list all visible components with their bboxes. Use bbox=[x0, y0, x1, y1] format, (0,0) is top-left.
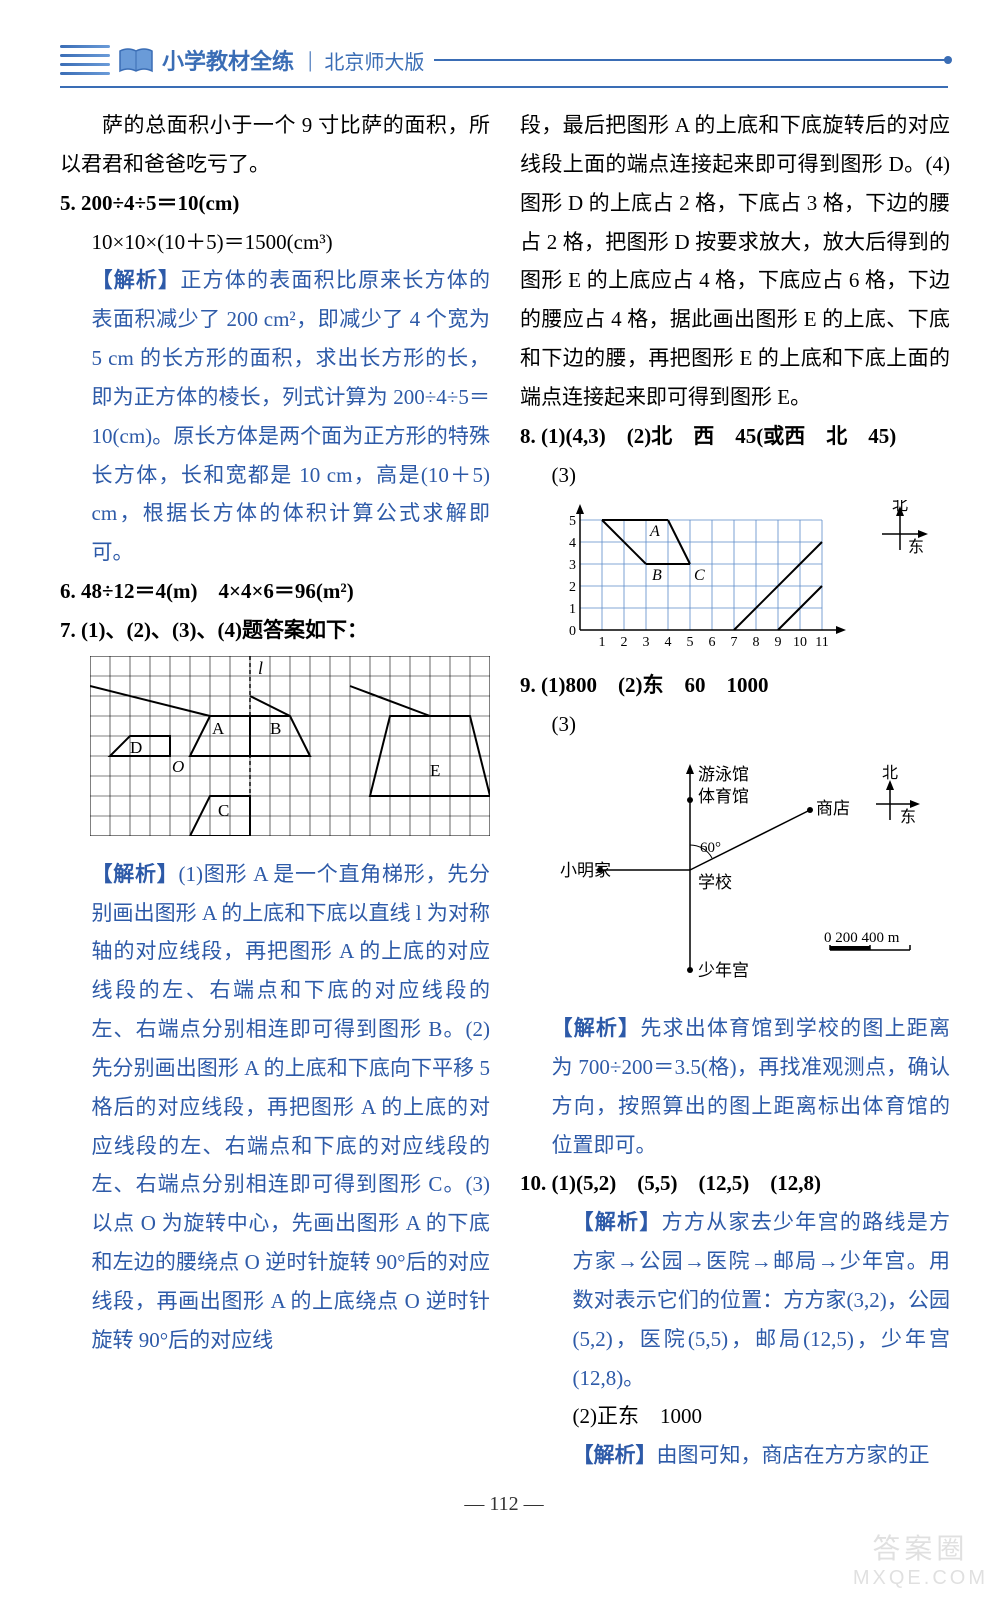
analysis-label: 【解析】 bbox=[92, 268, 181, 292]
book-icon bbox=[118, 45, 154, 75]
right-column: 段，最后把图形 A 的上底和下底旋转后的对应线段上面的端点连接起来即可得到图形 … bbox=[520, 106, 950, 1475]
q10-1: 10. (1)(5,2) (5,5) (12,5) (12,8) bbox=[520, 1164, 950, 1203]
q8-grid-figure: 1234567891011 012345 A B C 北 东 bbox=[560, 500, 950, 660]
svg-text:1: 1 bbox=[569, 602, 576, 617]
q8-3: (3) bbox=[520, 456, 950, 495]
svg-text:东: 东 bbox=[900, 808, 916, 826]
svg-text:游泳馆: 游泳馆 bbox=[698, 765, 749, 784]
label-B: B bbox=[652, 567, 662, 584]
svg-text:北: 北 bbox=[882, 764, 898, 782]
svg-text:2: 2 bbox=[569, 580, 576, 595]
svg-text:体育馆: 体育馆 bbox=[698, 787, 749, 806]
page-header: 小学教材全练 | 北京师大版 bbox=[60, 40, 948, 88]
svg-text:5: 5 bbox=[687, 635, 694, 650]
q10-analysis2: 【解析】由图可知，商店在方方家的正 bbox=[520, 1436, 950, 1475]
q7-grid-figure: grid placeholder l bbox=[90, 656, 490, 849]
svg-text:60°: 60° bbox=[700, 840, 721, 856]
svg-text:2: 2 bbox=[621, 635, 628, 650]
svg-text:商店: 商店 bbox=[816, 799, 850, 818]
analysis-label: 【解析】 bbox=[92, 862, 179, 886]
svg-text:学校: 学校 bbox=[698, 873, 732, 892]
q8: 8. (1)(4,3) (2)北 西 45(或西 北 45) bbox=[520, 417, 950, 456]
left-column: 萨的总面积小于一个 9 寸比萨的面积，所以君君和爸爸吃亏了。 5. 200÷4÷… bbox=[60, 106, 490, 1475]
svg-text:北: 北 bbox=[892, 500, 908, 514]
svg-text:10: 10 bbox=[793, 635, 807, 650]
svg-text:9: 9 bbox=[775, 635, 782, 650]
label-A: A bbox=[212, 719, 225, 738]
svg-text:6: 6 bbox=[709, 635, 716, 650]
q7: 7. (1)、(2)、(3)、(4)题答案如下： bbox=[60, 611, 490, 650]
q7-analysis: 【解析】(1)图形 A 是一个直角梯形，先分别画出图形 A 的上底和下底以直线 … bbox=[60, 855, 490, 1360]
svg-text:4: 4 bbox=[569, 536, 576, 551]
q9-analysis: 【解析】先求出体育馆到学校的图上距离为 700÷200＝3.5(格)，再找准观测… bbox=[520, 1009, 950, 1164]
q10-analysis1: 【解析】方方从家去少年宫的路线是方方家→公园→医院→邮局→少年宫。用数对表示它们… bbox=[520, 1203, 950, 1397]
svg-text:4: 4 bbox=[665, 635, 672, 650]
q9: 9. (1)800 (2)东 60 1000 bbox=[520, 666, 950, 705]
svg-text:3: 3 bbox=[643, 635, 650, 650]
text-block: 萨的总面积小于一个 9 寸比萨的面积，所以君君和爸爸吃亏了。 bbox=[60, 106, 490, 184]
svg-text:3: 3 bbox=[569, 558, 576, 573]
header-title: 小学教材全练 bbox=[162, 44, 294, 76]
compass-icon: 北 东 bbox=[870, 500, 930, 560]
label-l: l bbox=[258, 658, 263, 678]
svg-text:5: 5 bbox=[569, 514, 576, 529]
svg-text:8: 8 bbox=[753, 635, 760, 650]
content-columns: 萨的总面积小于一个 9 寸比萨的面积，所以君君和爸爸吃亏了。 5. 200÷4÷… bbox=[60, 106, 948, 1475]
svg-text:7: 7 bbox=[731, 635, 738, 650]
label-A: A bbox=[649, 523, 660, 540]
q10-2: (2)正东 1000 bbox=[520, 1397, 950, 1436]
svg-text:东: 东 bbox=[908, 538, 924, 556]
svg-text:0 200 400 m: 0 200 400 m bbox=[824, 930, 900, 946]
analysis-label: 【解析】 bbox=[573, 1210, 662, 1234]
svg-text:11: 11 bbox=[815, 635, 828, 650]
watermark: 答案圈 MXQE.COM bbox=[853, 1527, 988, 1590]
q5-line1: 5. 200÷4÷5＝10(cm) bbox=[60, 184, 490, 223]
header-separator: | bbox=[308, 47, 312, 73]
header-subtitle: 北京师大版 bbox=[324, 46, 424, 75]
svg-text:1: 1 bbox=[599, 635, 606, 650]
analysis-label: 【解析】 bbox=[552, 1016, 641, 1040]
svg-text:0: 0 bbox=[569, 624, 576, 639]
analysis-label: 【解析】 bbox=[573, 1443, 657, 1467]
q5-analysis: 【解析】正方体的表面积比原来长方体的表面积减少了 200 cm²，即减少了 4 … bbox=[60, 261, 490, 572]
svg-text:少年宫: 少年宫 bbox=[698, 961, 749, 980]
label-B: B bbox=[270, 719, 281, 738]
header-decoration-lines bbox=[60, 45, 110, 75]
header-line bbox=[434, 59, 948, 61]
q5-line2: 10×10×(10＋5)＝1500(cm³) bbox=[60, 223, 490, 262]
svg-text:小明家: 小明家 bbox=[560, 861, 611, 880]
page: 小学教材全练 | 北京师大版 萨的总面积小于一个 9 寸比萨的面积，所以君君和爸… bbox=[0, 0, 1008, 1600]
q9-3: (3) bbox=[520, 705, 950, 744]
label-O: O bbox=[172, 757, 184, 776]
text-block: 段，最后把图形 A 的上底和下底旋转后的对应线段上面的端点连接起来即可得到图形 … bbox=[520, 106, 950, 417]
label-E: E bbox=[430, 761, 440, 780]
q9-diagram: 游泳馆 体育馆 商店 小明家 学校 少年宫 60° 北 东 bbox=[550, 750, 950, 1003]
q6: 6. 48÷12＝4(m) 4×4×6＝96(m²) bbox=[60, 572, 490, 611]
page-number: — 112 — bbox=[60, 1493, 948, 1516]
label-D: D bbox=[130, 738, 142, 757]
label-C: C bbox=[218, 801, 229, 820]
header-dot-icon bbox=[944, 56, 952, 64]
label-C: C bbox=[694, 567, 705, 584]
